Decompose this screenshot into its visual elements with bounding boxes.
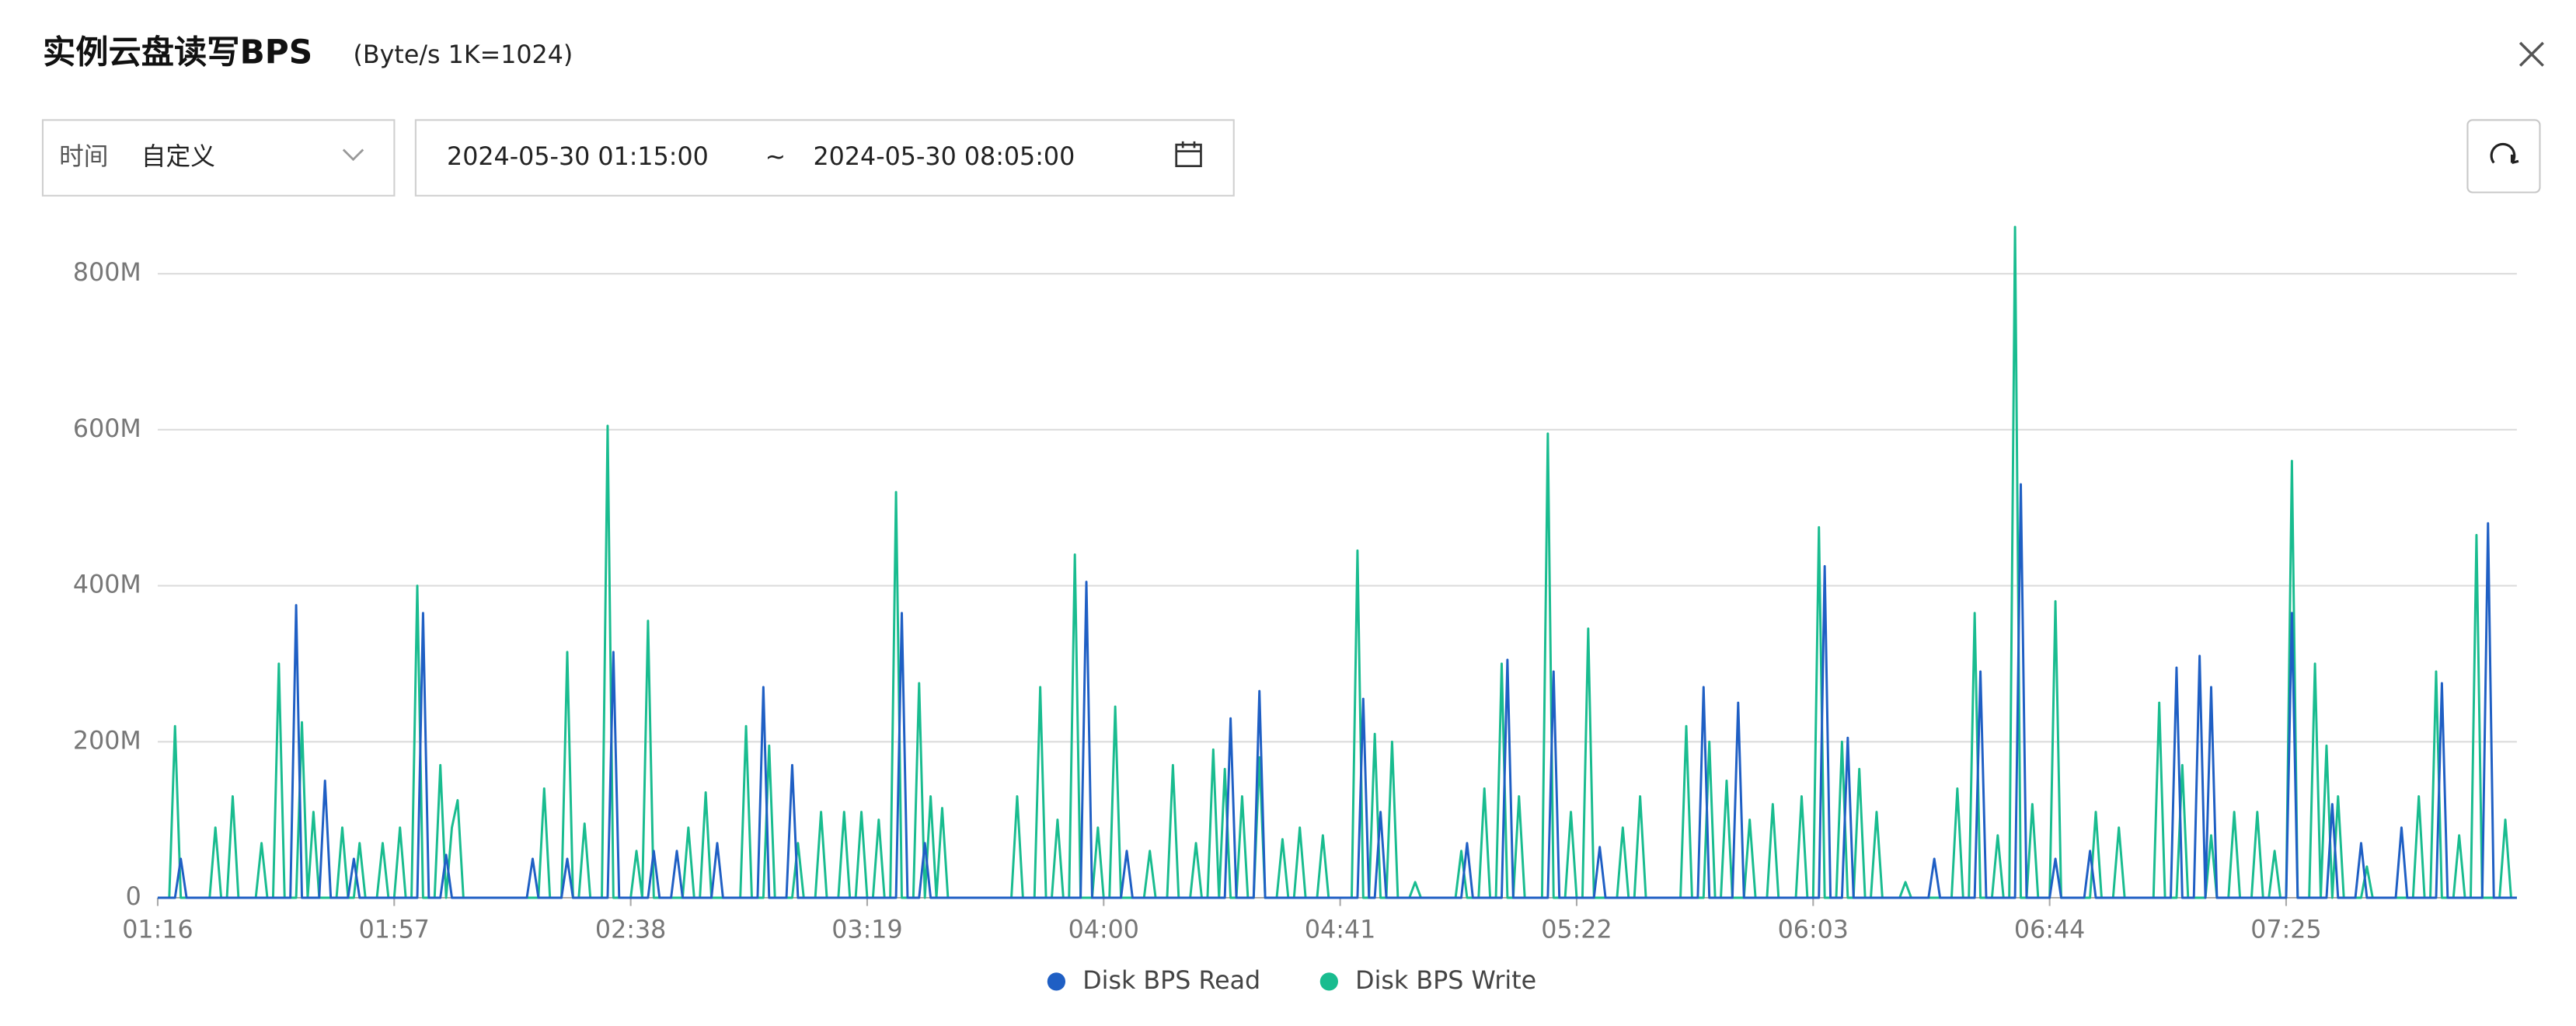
refresh-button[interactable] [2466, 119, 2541, 194]
y-tick-label: 200M [73, 727, 141, 755]
x-tick-label: 04:00 [1068, 916, 1139, 944]
x-tick-label: 01:16 [122, 916, 193, 944]
y-tick-label: 0 [126, 883, 141, 911]
series-line [157, 225, 2517, 899]
y-tick-label: 400M [73, 571, 141, 599]
chevron-icon [342, 148, 364, 162]
x-tick-label: 05:22 [1541, 916, 1612, 944]
legend-label: Disk BPS Read [1082, 967, 1260, 995]
date-range[interactable] [414, 119, 1235, 197]
y-tick-label: 800M [73, 259, 141, 287]
series-line [157, 483, 2517, 899]
legend-label: Disk BPS Write [1355, 967, 1536, 995]
refresh-icon [2490, 142, 2519, 164]
subtitle: (Byte/s 1K=1024) [354, 41, 573, 69]
x-tick-label: 06:44 [2014, 916, 2085, 944]
calendar-icon [1175, 141, 1202, 168]
y-tick-label: 600M [73, 415, 141, 443]
x-tick-label: 01:57 [359, 916, 430, 944]
x-tick-label: 03:19 [831, 916, 902, 944]
x-tick-label: 07:25 [2250, 916, 2321, 944]
x-tick-label: 02:38 [595, 916, 666, 944]
x-tick-label: 04:41 [1305, 916, 1375, 944]
x-tick-label: 06:03 [1778, 916, 1849, 944]
legend-marker [1319, 972, 1338, 991]
time-mode: 自定义 [141, 143, 215, 171]
title: 实例云盘读写BPS [43, 33, 312, 71]
time-select[interactable] [41, 119, 396, 197]
range-separator: ~ [765, 143, 786, 171]
start-date: 2024-05-30 01:15:00 [447, 143, 709, 171]
end-date: 2024-05-30 08:05:00 [814, 143, 1075, 171]
legend-marker [1047, 972, 1066, 991]
time-label: 时间 [59, 143, 108, 171]
plot: 0 200M 400M 600M 800M 01:16 01:57 02:38 03:19 04:… [73, 225, 2517, 995]
close-icon[interactable] [2518, 41, 2544, 67]
